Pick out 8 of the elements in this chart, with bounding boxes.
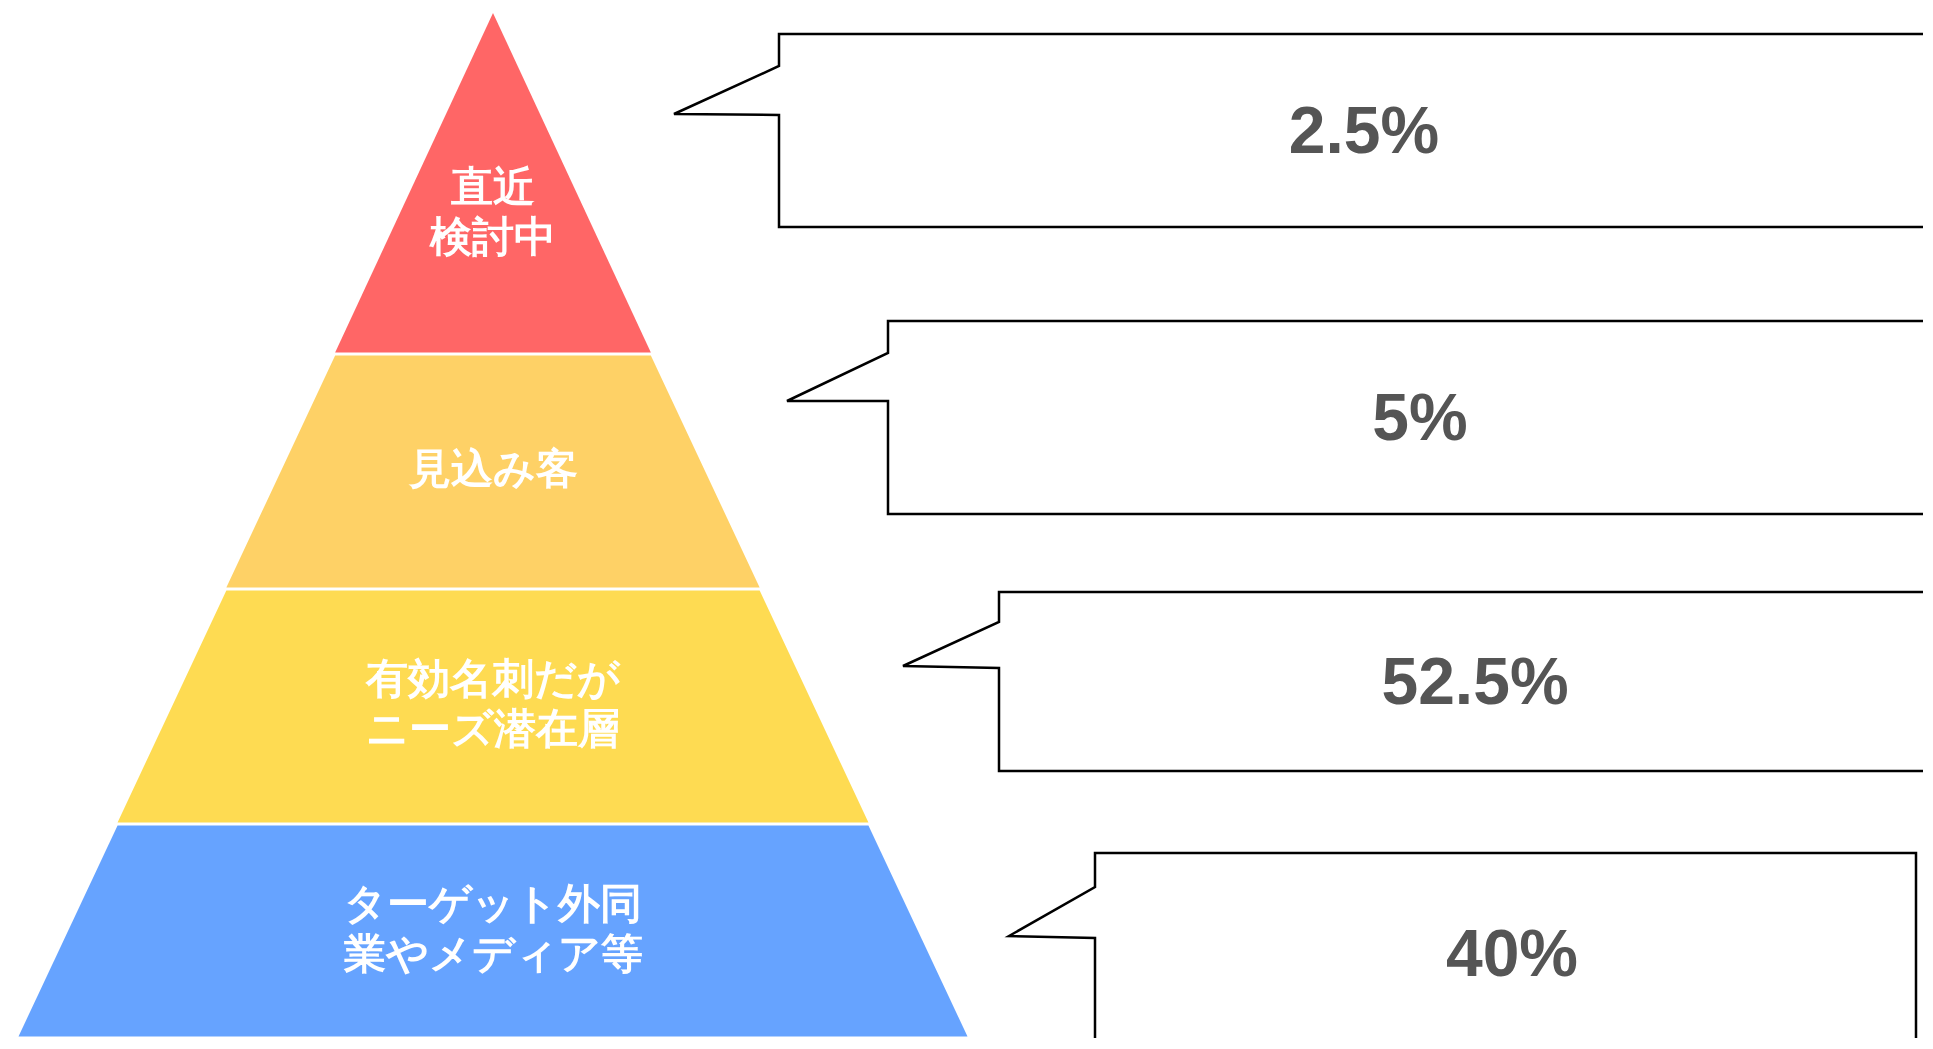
data-label: 2.5% xyxy=(1288,92,1440,167)
category-label: 見込み客 xyxy=(407,445,578,493)
category-label: 有効名刺だがニーズ潜在層 xyxy=(365,655,621,753)
category-label: 直近検討中 xyxy=(429,162,556,260)
data-label: 40% xyxy=(1445,916,1579,991)
category-label: ターゲット外同業やメディア等 xyxy=(342,879,643,977)
data-label: 5% xyxy=(1372,379,1468,454)
data-label: 52.5% xyxy=(1381,643,1569,718)
